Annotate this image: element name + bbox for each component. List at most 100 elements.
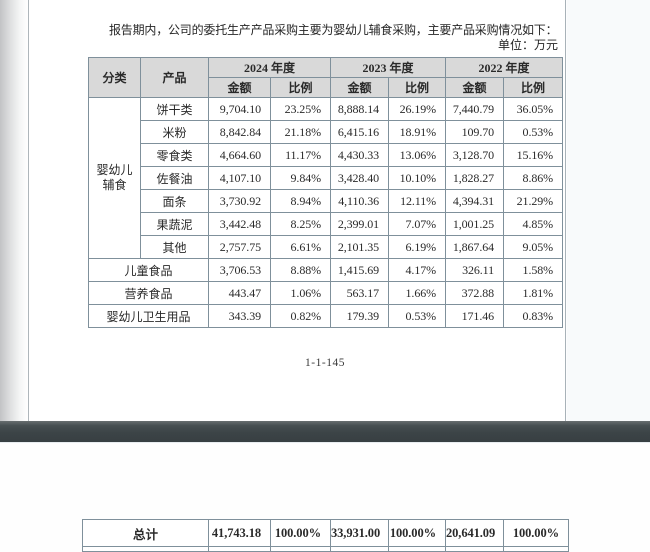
ratio-cell: 4.85% [503,212,564,236]
product-cell: 零食类 [140,143,209,167]
category-cell: 婴幼儿卫生用品 [88,304,209,328]
ratio-cell: 8.88% [269,258,332,282]
product-cell: 果蔬泥 [140,212,209,236]
category-cell: 儿童食品 [88,258,209,282]
ratio-cell: 12.11% [388,189,447,213]
amount-cell: 3,442.48 [208,212,271,236]
amount-cell: 7,440.79 [445,97,505,121]
amount-cell: 4,107.10 [208,166,271,190]
ratio-cell: 8.86% [503,166,564,190]
ratio-cell: 9.84% [269,166,332,190]
amount-cell: 179.39 [330,304,390,328]
header-ratio-2024: 比例 [269,77,332,98]
ratio-cell: 4.17% [388,258,447,282]
amount-cell: 8,888.14 [330,97,390,121]
ratio-cell: 26.19% [388,97,447,121]
amount-cell: 1,828.27 [445,166,505,190]
total-ratio-cell: 100.00% [270,519,331,547]
product-cell: 佐餐油 [140,166,209,190]
total-label: 总计 [82,519,209,547]
amount-cell: 2,757.75 [208,235,271,259]
category-cell: 婴幼儿辅食 [88,97,141,259]
page-break-bar [0,421,650,443]
amount-cell: 109.70 [445,120,505,144]
amount-cell: 2,101.35 [330,235,390,259]
total-ratio-cell: 100.00% [388,519,446,547]
amount-cell: 372.88 [445,281,505,305]
ratio-cell: 7.07% [388,212,447,236]
amount-cell: 9,704.10 [208,97,271,121]
amount-cell: 2,399.01 [330,212,390,236]
product-cell: 其他 [140,235,209,259]
ratio-cell: 18.91% [388,120,447,144]
procurement-table: 分类 产品 2024 年度 2023 年度 2022 年度 金额 比例 金额 比… [88,57,564,328]
ratio-cell: 6.61% [269,235,332,259]
table-row: 其他 2,757.75 6.61% 2,101.35 6.19% 1,867.6… [89,235,564,259]
header-amount-2022: 金额 [445,77,505,98]
header-row-years: 分类 产品 2024 年度 2023 年度 2022 年度 [88,57,564,98]
ratio-cell: 1.81% [503,281,564,305]
header-amount-2024: 金额 [208,77,271,98]
total-ratio-cell: 100.00% [503,519,569,547]
amount-cell: 3,730.92 [208,189,271,213]
ratio-cell: 0.82% [269,304,332,328]
amount-cell: 1,415.69 [330,258,390,282]
ratio-cell: 1.06% [269,281,332,305]
total-amount-cell: 20,641.09 [445,519,504,547]
amount-cell: 563.17 [330,281,390,305]
amount-cell: 6,415.16 [330,120,390,144]
unit-label: 单位：万元 [497,38,558,52]
total-row-table: 总计 41,743.18 100.00% 33,931.00 100.00% 2… [82,519,569,552]
ratio-cell: 8.94% [269,189,332,213]
page-number: 1-1-145 [305,357,345,369]
table-row: 面条 3,730.92 8.94% 4,110.36 12.11% 4,394.… [89,189,564,213]
ratio-cell: 0.53% [388,304,447,328]
amount-cell: 4,110.36 [330,189,390,213]
product-cell: 饼干类 [140,97,209,121]
product-cell: 面条 [140,189,209,213]
amount-cell: 3,128.70 [445,143,505,167]
table-row: 零食类 4,664.60 11.17% 4,430.33 13.06% 3,12… [89,143,564,167]
amount-cell: 8,842.84 [208,120,271,144]
table-row: 婴幼儿辅食 饼干类 9,704.10 23.25% 8,888.14 26.19… [88,97,564,259]
amount-cell: 1,867.64 [445,235,505,259]
ratio-cell: 36.05% [503,97,564,121]
table-row: 果蔬泥 3,442.48 8.25% 2,399.01 7.07% 1,001.… [89,212,564,236]
page-left-edge-shadow [0,0,28,423]
ratio-cell: 8.25% [269,212,332,236]
ratio-cell: 1.58% [503,258,564,282]
table-row: 佐餐油 4,107.10 9.84% 3,428.40 10.10% 1,828… [89,166,564,190]
table-row: 儿童食品 3,706.53 8.88% 1,415.69 4.17% 326.1… [88,258,564,282]
table-row: 营养食品 443.47 1.06% 563.17 1.66% 372.88 1.… [88,281,564,305]
header-category: 分类 [88,57,141,98]
ratio-cell: 13.06% [388,143,447,167]
amount-cell: 4,394.31 [445,189,505,213]
intro-paragraph: 报告期内，公司的委托生产产品采购主要为婴幼儿辅食采购，主要产品采购情况如下： [109,23,558,37]
ratio-cell: 10.10% [388,166,447,190]
header-year-2024: 2024 年度 [207,57,332,78]
ratio-cell: 15.16% [503,143,564,167]
amount-cell: 3,428.40 [330,166,390,190]
ratio-cell: 0.53% [503,120,564,144]
amount-cell: 3,706.53 [208,258,271,282]
ratio-cell: 11.17% [269,143,332,167]
amount-cell: 1,001.25 [445,212,505,236]
amount-cell: 343.39 [208,304,271,328]
header-amount-2023: 金额 [330,77,390,98]
ratio-cell: 0.83% [503,304,564,328]
amount-cell: 4,664.60 [208,143,271,167]
ratio-cell: 23.25% [269,97,332,121]
category-cell: 营养食品 [88,281,209,305]
header-ratio-2022: 比例 [503,77,564,98]
header-year-2023: 2023 年度 [330,57,447,78]
ratio-cell: 1.66% [388,281,447,305]
header-product: 产品 [140,57,209,98]
header-ratio-2023: 比例 [388,77,447,98]
page-right-margin [567,0,650,423]
ratio-cell: 9.05% [503,235,564,259]
total-amount-cell: 33,931.00 [330,519,389,547]
ratio-cell: 21.18% [269,120,332,144]
table-row: 米粉 8,842.84 21.18% 6,415.16 18.91% 109.7… [89,120,564,144]
header-row-metrics: 金额 比例 金额 比例 金额 比例 [89,77,564,98]
